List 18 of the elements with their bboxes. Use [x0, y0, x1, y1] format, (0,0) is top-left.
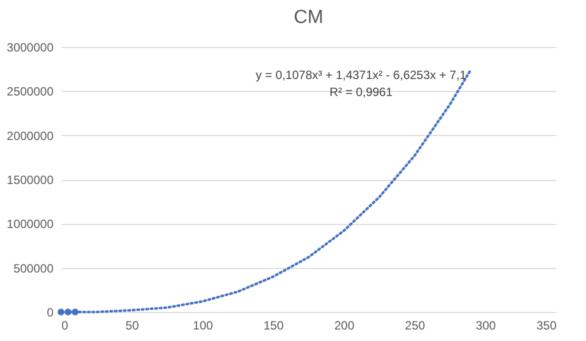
y-tick-label: 500000: [13, 261, 54, 276]
y-tick-label: 1000000: [6, 217, 54, 232]
x-tick-label: 250: [405, 318, 426, 332]
x-tick-label: 300: [476, 318, 496, 332]
y-tick-label: 0: [46, 306, 54, 320]
x-tick-label: 50: [126, 318, 140, 332]
x-tick-label: 0: [62, 318, 68, 332]
y-tick-label: 2500000: [6, 84, 54, 99]
x-tick-label: 100: [192, 318, 214, 332]
annotation: R² = 0,9961: [329, 85, 393, 99]
x-tick-label: 150: [264, 318, 284, 332]
annotation: y = 0,1078x³ + 1,4371x² - 6,6253x + 7,1: [256, 68, 467, 82]
y-tick-label: 1500000: [6, 173, 54, 187]
y-tick-label: 2000000: [6, 128, 54, 143]
chart-title: CM: [294, 7, 324, 28]
x-tick-label: 350: [536, 318, 557, 332]
y-tick-label: 3000000: [6, 40, 54, 54]
x-tick-label: 200: [334, 318, 355, 332]
